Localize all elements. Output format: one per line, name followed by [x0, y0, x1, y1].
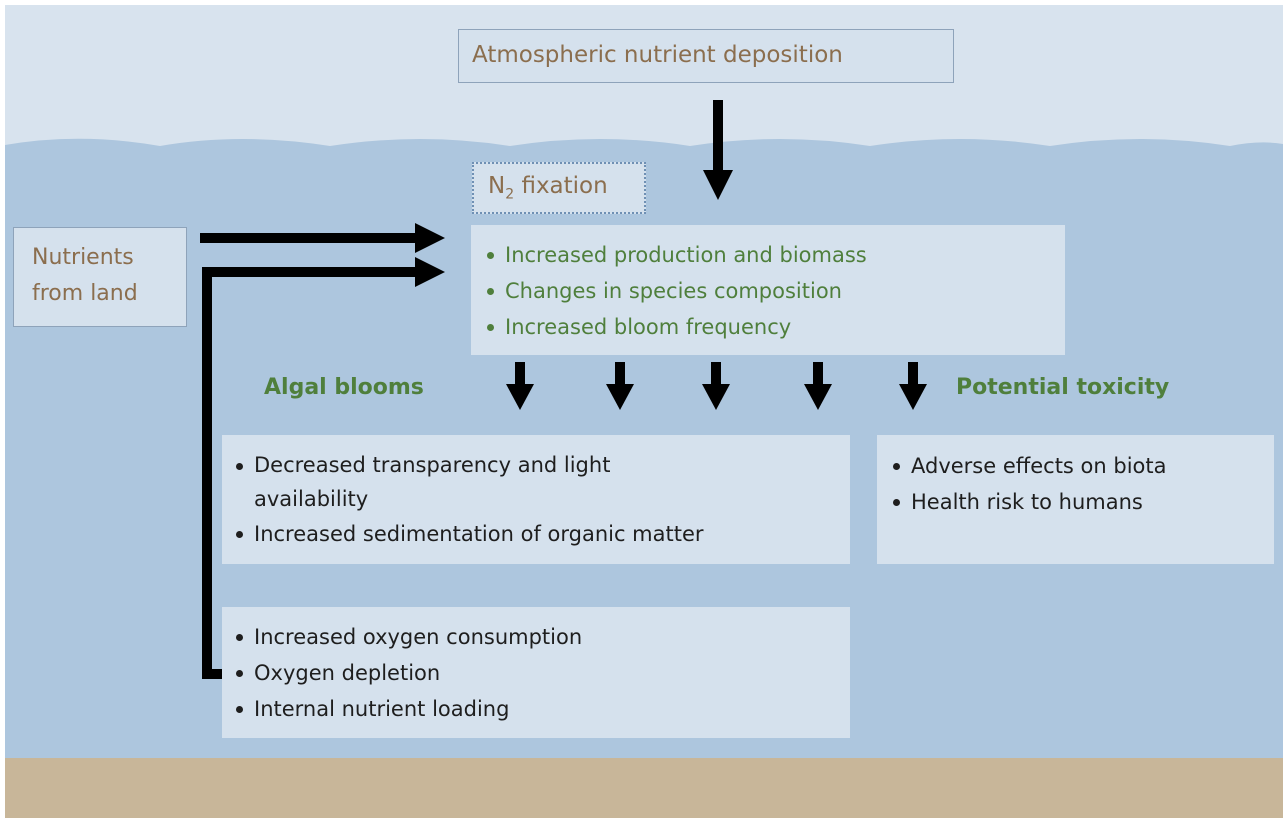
- list-item: Increased bloom frequency: [483, 309, 1065, 345]
- bullet: [487, 252, 494, 259]
- arrow-shaft: [202, 267, 418, 277]
- subscript: 2: [505, 186, 515, 203]
- arrow: [606, 384, 634, 410]
- list-item: Health risk to humans: [889, 484, 1274, 520]
- list: Increased production and biomass Changes …: [483, 237, 1065, 345]
- item-text: Increased production and biomass: [505, 243, 867, 267]
- arrow: [515, 362, 525, 386]
- arrow-head: [415, 257, 445, 287]
- item-text: Increased bloom frequency: [505, 315, 792, 339]
- line: Nutrients: [32, 245, 134, 270]
- bullet: [236, 531, 243, 538]
- arrow: [615, 362, 625, 386]
- nutrients-box: Nutrients from land: [13, 227, 187, 327]
- arrow: [506, 384, 534, 410]
- arrow-head: [703, 170, 733, 200]
- item-text: Adverse effects on biota: [911, 454, 1167, 478]
- bullet: [893, 499, 900, 506]
- list-item: Adverse effects on biota: [889, 448, 1274, 484]
- sediment: [5, 758, 1283, 818]
- heading: Algal blooms: [264, 375, 424, 400]
- list-item: Increased production and biomass: [483, 237, 1065, 273]
- list-item: Internal nutrient loading: [232, 691, 850, 727]
- arrow-head: [415, 223, 445, 253]
- arrow: [804, 384, 832, 410]
- arrow: [711, 362, 721, 386]
- label-rest: fixation: [521, 173, 608, 199]
- item-text: Increased sedimentation of organic matte…: [254, 522, 704, 546]
- item-text: Increased oxygen consumption: [254, 625, 583, 649]
- n2-fixation-box: N2 fixation: [472, 162, 646, 214]
- oxygen-box: Increased oxygen consumption Oxygen deple…: [222, 607, 850, 738]
- down-arrows: [506, 362, 927, 410]
- list-item: Increased oxygen consumption: [232, 619, 850, 655]
- bullet: [893, 463, 900, 470]
- label: N: [488, 173, 506, 199]
- heading: Potential toxicity: [956, 375, 1170, 400]
- list-item: Decreased transparency and light availab…: [232, 448, 684, 516]
- arrow-shaft: [713, 100, 723, 172]
- bullet: [487, 324, 494, 331]
- bullet: [236, 706, 243, 713]
- bullet: [236, 670, 243, 677]
- list: Increased oxygen consumption Oxygen deple…: [232, 619, 850, 727]
- list-item: Changes in species composition: [483, 273, 1065, 309]
- atmospheric-box: Atmospheric nutrient deposition: [458, 29, 954, 83]
- arrow: [899, 384, 927, 410]
- item-text: Decreased transparency and light availab…: [254, 453, 611, 511]
- algal-box: Decreased transparency and light availab…: [222, 435, 850, 564]
- line: from land: [32, 281, 138, 306]
- bullet: [236, 634, 243, 641]
- list-item: Increased sedimentation of organic matte…: [232, 516, 850, 552]
- list-item: Oxygen depletion: [232, 655, 850, 691]
- arrow-shaft: [202, 669, 224, 679]
- label: Atmospheric nutrient deposition: [472, 42, 843, 68]
- bullet: [487, 288, 494, 295]
- item-text: Oxygen depletion: [254, 661, 441, 685]
- item-text: Internal nutrient loading: [254, 697, 510, 721]
- arrows: [200, 100, 733, 679]
- item-text: Changes in species composition: [505, 279, 842, 303]
- arrow: [813, 362, 823, 386]
- bullet: [236, 463, 243, 470]
- toxicity-box: Adverse effects on biota Health risk to h…: [877, 435, 1274, 564]
- list: Decreased transparency and light availab…: [232, 448, 850, 552]
- arrow-shaft: [200, 233, 418, 243]
- item-text: Health risk to humans: [911, 490, 1143, 514]
- arrow: [908, 362, 918, 386]
- list: Adverse effects on biota Health risk to h…: [889, 448, 1274, 520]
- arrow: [702, 384, 730, 410]
- arrow-shaft: [202, 267, 212, 679]
- effects-box: Increased production and biomass Changes …: [471, 225, 1065, 355]
